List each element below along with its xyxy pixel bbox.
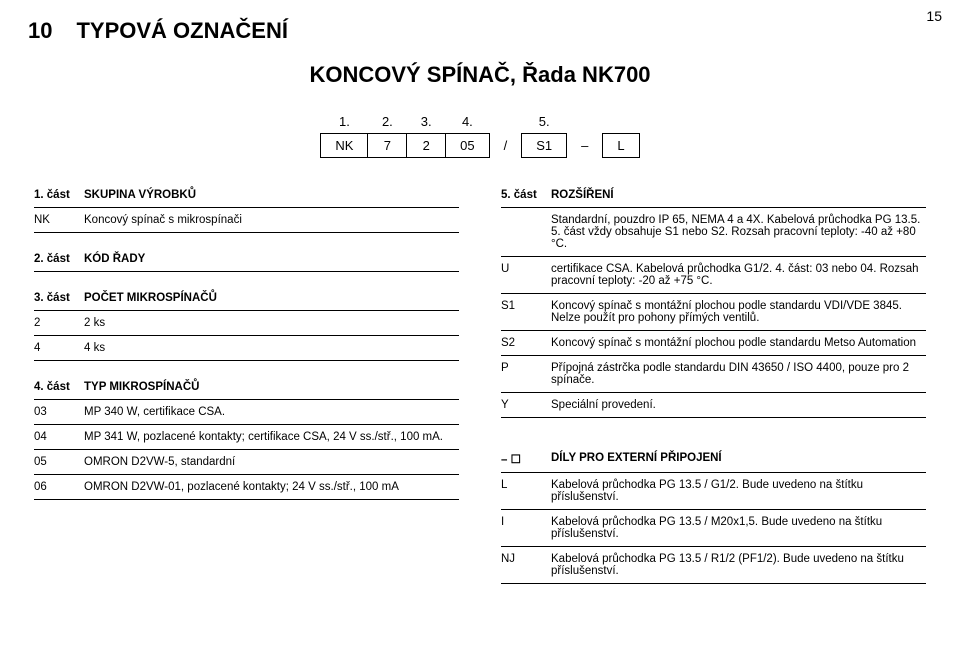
code-box: 1. 2. 3. 4. 5. NK 7 2 05 / S1 – L <box>28 110 932 158</box>
part5-title: ROZŠÍŘENÍ <box>545 186 932 204</box>
part3-table: 3. část POČET MIKROSPÍNAČŮ 2 2 ks 4 4 ks <box>28 289 465 364</box>
ext-r0-code: L <box>495 476 545 506</box>
part2-table: 2. část KÓD ŘADY <box>28 250 465 275</box>
ext-r1-code: I <box>495 513 545 543</box>
part4-r3-text: OMRON D2VW-01, pozlacené kontakty; 24 V … <box>78 478 465 496</box>
ext-r0-text: Kabelová průchodka PG 13.5 / G1/2. Bude … <box>545 476 932 506</box>
part1-row-code: NK <box>28 211 78 229</box>
part4-r1-code: 04 <box>28 428 78 446</box>
code-value-row: NK 7 2 05 / S1 – L <box>321 134 639 158</box>
code-v-3: 2 <box>407 134 446 158</box>
part4-r0-text: MP 340 W, certifikace CSA. <box>78 403 465 421</box>
code-v-6: S1 <box>522 134 567 158</box>
code-h-2: 2. <box>368 110 407 134</box>
section-number: 10 <box>28 18 52 44</box>
right-column: 5. část ROZŠÍŘENÍ Standardní, pouzdro IP… <box>495 186 932 601</box>
extparts-table: – ☐ DÍLY PRO EXTERNÍ PŘIPOJENÍ L Kabelov… <box>495 449 932 587</box>
section-title: TYPOVÁ OZNAČENÍ <box>76 18 287 44</box>
part5-r5-text: Speciální provedení. <box>545 396 932 414</box>
header-row: 10 TYPOVÁ OZNAČENÍ <box>28 18 932 44</box>
code-header-row: 1. 2. 3. 4. 5. <box>321 110 639 134</box>
part1-row-text: Koncový spínač s mikrospínači <box>78 211 465 229</box>
page-number: 15 <box>926 8 942 24</box>
code-h-4: 4. <box>446 110 489 134</box>
part5-r5-code: Y <box>495 396 545 414</box>
part5-r3-code: S2 <box>495 334 545 352</box>
ext-r2-code: NJ <box>495 550 545 580</box>
part5-r0-text: Standardní, pouzdro IP 65, NEMA 4 a 4X. … <box>545 211 932 253</box>
code-v-8: L <box>603 134 639 158</box>
ext-r1-text: Kabelová průchodka PG 13.5 / M20x1,5. Bu… <box>545 513 932 543</box>
subtitle: KONCOVÝ SPÍNAČ, Řada NK700 <box>28 62 932 88</box>
part4-table: 4. část TYP MIKROSPÍNAČŮ 03 MP 340 W, ce… <box>28 378 465 503</box>
part3-r0-text: 2 ks <box>78 314 465 332</box>
code-h-8 <box>603 110 639 134</box>
code-h-7 <box>567 110 603 134</box>
code-h-6: 5. <box>522 110 567 134</box>
part5-r3-text: Koncový spínač s montážní plochou podle … <box>545 334 932 352</box>
part4-r0-code: 03 <box>28 403 78 421</box>
part1-table: 1. část SKUPINA VÝROBKŮ NK Koncový spína… <box>28 186 465 236</box>
code-v-2: 7 <box>368 134 407 158</box>
part4-r1-text: MP 341 W, pozlacené kontakty; certifikac… <box>78 428 465 446</box>
part3-title: POČET MIKROSPÍNAČŮ <box>78 289 465 307</box>
part3-r1-code: 4 <box>28 339 78 357</box>
part3-title-code: 3. část <box>28 289 78 307</box>
part4-r3-code: 06 <box>28 478 78 496</box>
part4-title: TYP MIKROSPÍNAČŮ <box>78 378 465 396</box>
part3-r1-text: 4 ks <box>78 339 465 357</box>
code-v-1: NK <box>321 134 368 158</box>
ext-title-code: – ☐ <box>495 449 545 469</box>
left-column: 1. část SKUPINA VÝROBKŮ NK Koncový spína… <box>28 186 465 601</box>
code-v-7: – <box>567 134 603 158</box>
part2-title: KÓD ŘADY <box>78 250 465 268</box>
part4-title-code: 4. část <box>28 378 78 396</box>
part5-r1-text: certifikace CSA. Kabelová průchodka G1/2… <box>545 260 932 290</box>
part1-title: SKUPINA VÝROBKŮ <box>78 186 465 204</box>
part2-title-code: 2. část <box>28 250 78 268</box>
part5-r2-text: Koncový spínač s montážní plochou podle … <box>545 297 932 327</box>
code-h-1: 1. <box>321 110 368 134</box>
part1-title-code: 1. část <box>28 186 78 204</box>
code-v-4: 05 <box>446 134 489 158</box>
part5-title-code: 5. část <box>495 186 545 204</box>
code-h-5 <box>489 110 522 134</box>
part4-r2-text: OMRON D2VW-5, standardní <box>78 453 465 471</box>
part5-table: 5. část ROZŠÍŘENÍ Standardní, pouzdro IP… <box>495 186 932 421</box>
part5-r1-code: U <box>495 260 545 290</box>
ext-r2-text: Kabelová průchodka PG 13.5 / R1/2 (PF1/2… <box>545 550 932 580</box>
part5-r4-text: Přípojná zástrčka podle standardu DIN 43… <box>545 359 932 389</box>
part5-r0-code <box>495 211 545 253</box>
part5-r2-code: S1 <box>495 297 545 327</box>
part3-r0-code: 2 <box>28 314 78 332</box>
code-h-3: 3. <box>407 110 446 134</box>
ext-title: DÍLY PRO EXTERNÍ PŘIPOJENÍ <box>545 449 932 469</box>
code-v-5: / <box>489 134 522 158</box>
part5-r4-code: P <box>495 359 545 389</box>
part4-r2-code: 05 <box>28 453 78 471</box>
